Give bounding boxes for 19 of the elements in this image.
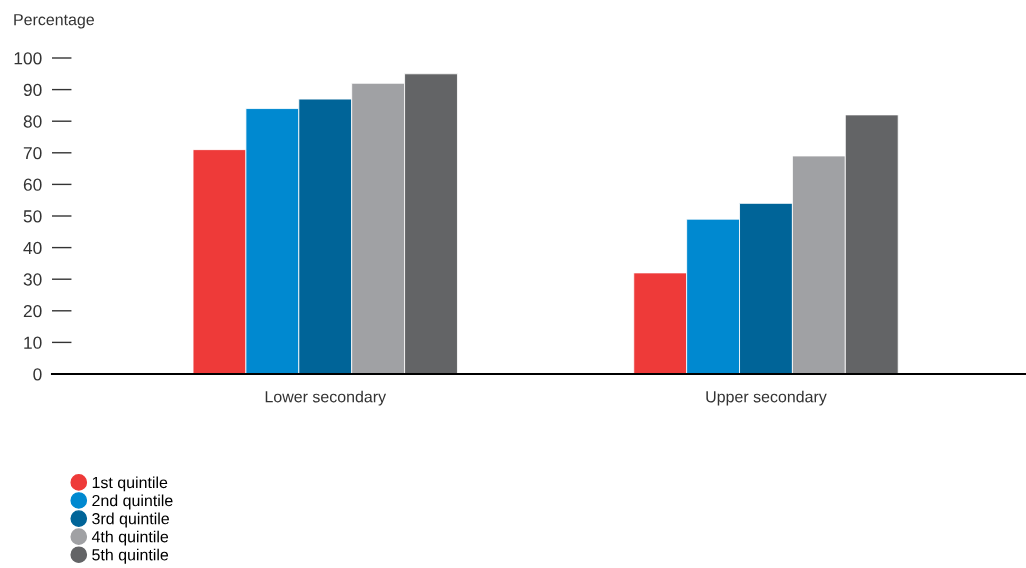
x-tick-label: Lower secondary (265, 390, 387, 406)
legend-label: 1st quintile (92, 476, 168, 492)
y-axis-title: Percentage (14, 14, 94, 29)
y-tick-label: 100 (14, 52, 42, 65)
y-tick-label: 50 (23, 210, 42, 223)
y-tick-label: 20 (23, 304, 42, 318)
y-tick-label: 90 (23, 83, 42, 97)
y-tick-label: 30 (23, 273, 42, 286)
legend-label: 2nd quintile (92, 494, 173, 510)
y-tick-label: 0 (33, 368, 42, 381)
y-tick-label: 40 (23, 241, 42, 255)
x-tick-label: Upper secondary (706, 390, 827, 406)
legend-label: 3rd quintile (92, 512, 169, 528)
y-tick-label: 80 (23, 115, 42, 128)
legend-label: 5th quintile (92, 548, 169, 564)
y-tick-label: 70 (23, 146, 42, 160)
y-tick-label: 60 (23, 178, 42, 191)
y-tick-label: 10 (24, 336, 42, 349)
legend-label: 4th quintile (91, 530, 169, 546)
